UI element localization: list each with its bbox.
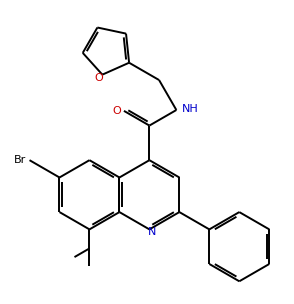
Text: O: O [94,74,103,84]
Text: O: O [113,106,121,116]
Text: N: N [148,227,156,237]
Text: NH: NH [182,104,199,114]
Text: Br: Br [14,155,26,165]
